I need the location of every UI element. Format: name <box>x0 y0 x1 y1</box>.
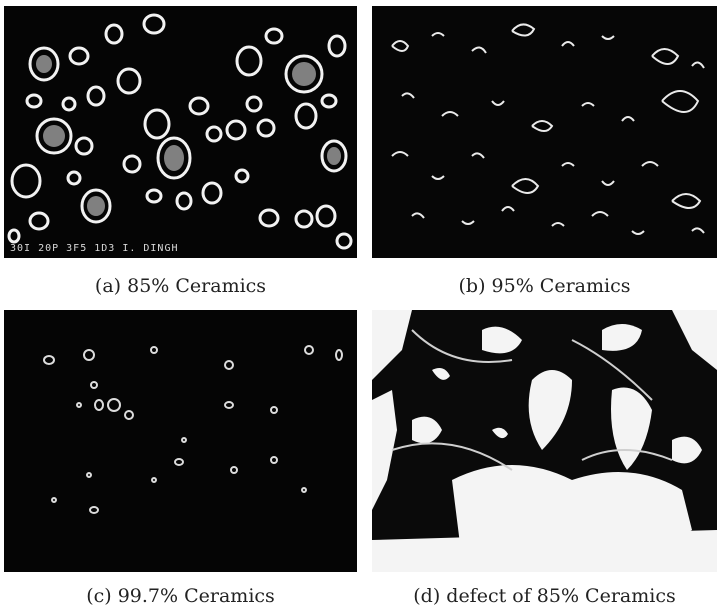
sem-image-c <box>4 310 357 572</box>
sem-micrograph-c <box>4 310 357 572</box>
scale-bar-label-a: 30I 20P 3F5 1D3 I. DINGH <box>10 243 179 254</box>
sem-image-d <box>372 310 717 572</box>
sem-micrograph-b <box>372 6 717 258</box>
caption-d: (d) defect of 85% Ceramics <box>413 585 676 607</box>
sem-micrograph-d <box>372 310 717 572</box>
sem-image-b <box>372 6 717 258</box>
sem-micrograph-a <box>4 6 357 258</box>
caption-a: (a) 85% Ceramics <box>94 275 267 297</box>
caption-c: (c) 99.7% Ceramics <box>86 585 275 607</box>
caption-b: (b) 95% Ceramics <box>458 275 631 297</box>
sem-image-a: 30I 20P 3F5 1D3 I. DINGH <box>4 6 357 258</box>
